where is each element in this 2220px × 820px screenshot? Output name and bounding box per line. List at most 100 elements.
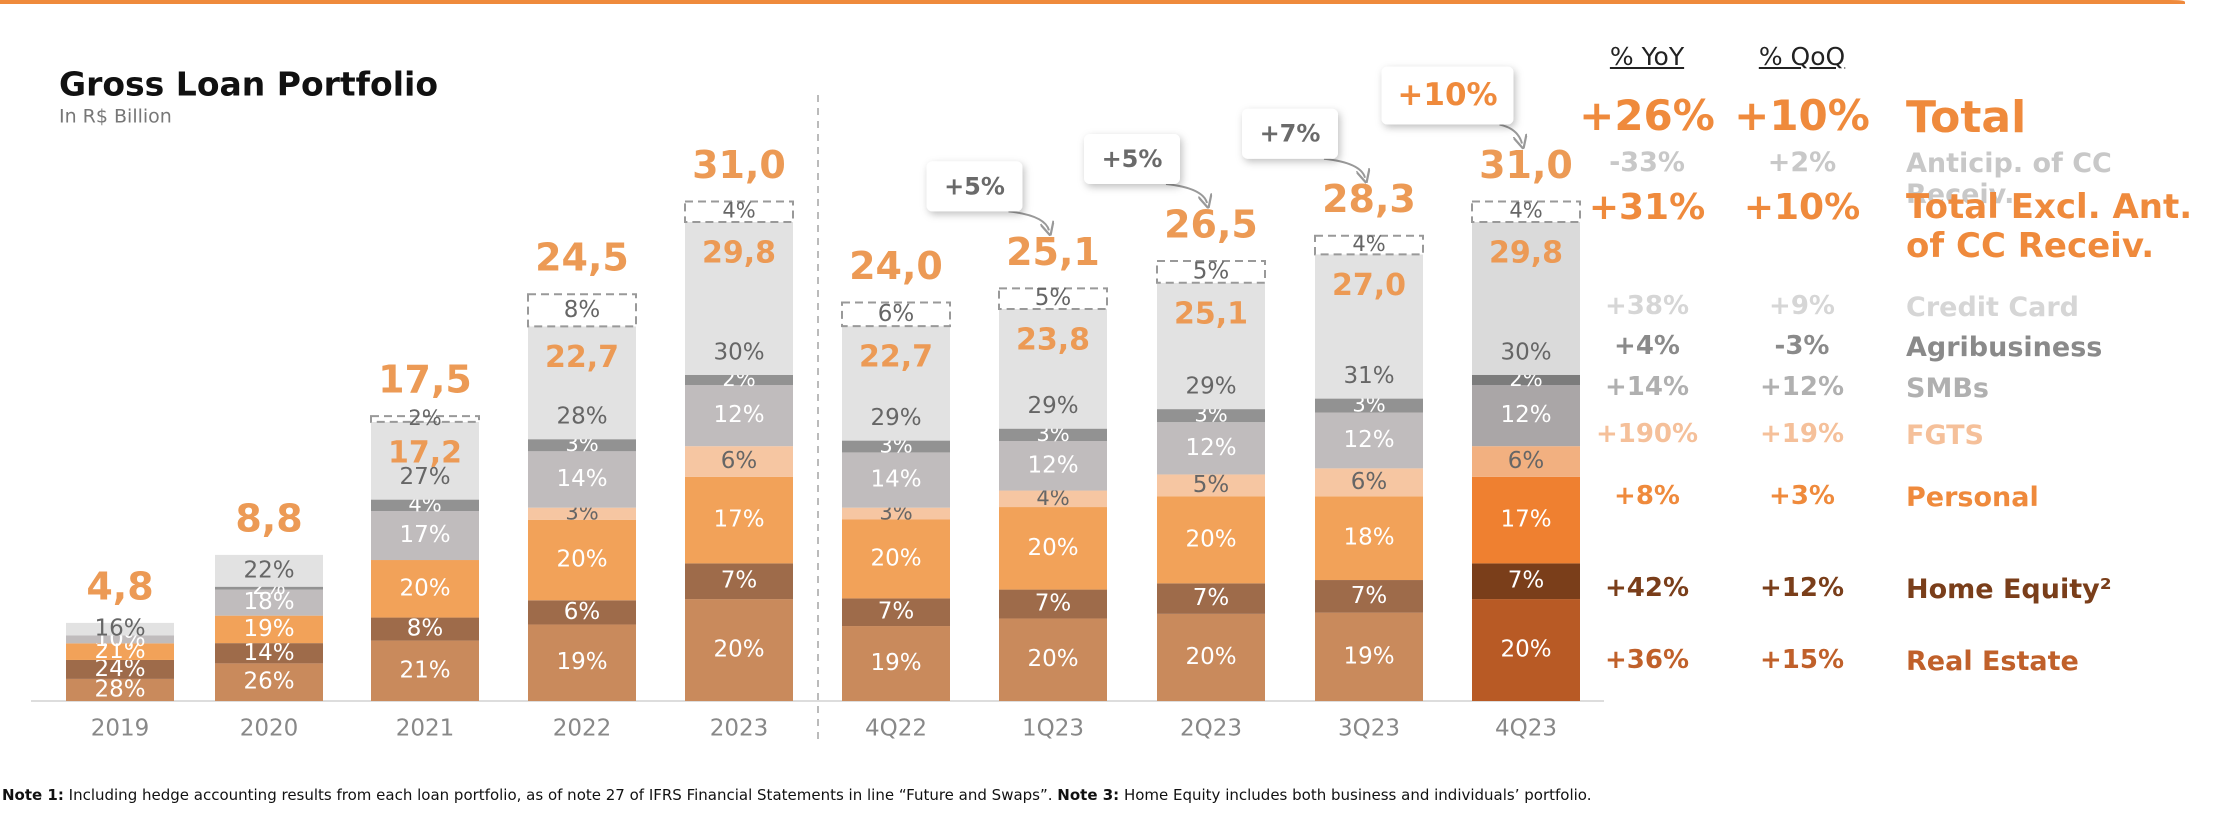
bar-segment [1157, 613, 1265, 701]
segment-label: 17% [399, 522, 450, 548]
segment-label: 7% [1508, 568, 1545, 594]
header-qoq: % QoQ [1758, 42, 1846, 71]
segment-label: 4% [1352, 232, 1385, 256]
segment-label: 19% [243, 616, 294, 642]
bar-segment [371, 499, 479, 512]
bar-segment [842, 452, 950, 508]
excl-total-label: 29,8 [702, 235, 776, 270]
segment-label: 12% [1500, 402, 1551, 428]
segment-label: 7% [721, 568, 758, 594]
segment-label: 29% [1185, 374, 1236, 400]
callout-label: +5% [944, 172, 1005, 200]
bar-segment [215, 615, 323, 644]
bar-segment [1472, 563, 1580, 600]
segment-label: 7% [1193, 585, 1230, 611]
header-yoy: % YoY [1609, 42, 1685, 71]
bar-segment [1472, 374, 1580, 386]
segment-label: 18% [1343, 525, 1394, 551]
bar-segment [1157, 583, 1265, 614]
x-tick-label: 2023 [710, 716, 769, 742]
segment-label: 24% [94, 656, 145, 682]
segment-label: 30% [1500, 339, 1551, 365]
bar-segment [528, 507, 636, 520]
row-name: Credit Card [1906, 292, 2080, 323]
segment-label: 19% [556, 649, 607, 675]
qoq-value: +19% [1759, 419, 1845, 449]
bar-segment [528, 439, 636, 452]
qoq-value: +10% [1743, 187, 1861, 228]
total-label: 24,5 [535, 236, 629, 280]
bar-segment [1157, 422, 1265, 475]
qoq-value: +12% [1759, 573, 1845, 603]
bar-segment [528, 451, 636, 508]
total-label: 24,0 [849, 244, 943, 288]
bar-segment [215, 643, 323, 664]
bar-segment [999, 589, 1107, 619]
bar-segment [842, 326, 950, 441]
callout-box [926, 161, 1023, 212]
bar-segment [1315, 496, 1423, 581]
bar-segment [842, 598, 950, 627]
dashed-segment [1314, 234, 1424, 256]
bar-segment [842, 507, 950, 520]
bar-segment [371, 511, 479, 561]
segment-label: 22% [243, 557, 294, 583]
segment-label: 17% [713, 507, 764, 533]
segment-label: 20% [1185, 526, 1236, 552]
bar-segment [528, 600, 636, 625]
x-tick-label: 2019 [91, 716, 150, 742]
segment-label: 31% [1343, 363, 1394, 389]
segment-label: 12% [1185, 435, 1236, 461]
yoy-value: +36% [1604, 645, 1690, 675]
yoy-value: +26% [1579, 91, 1715, 140]
segment-label: 5% [1193, 258, 1230, 284]
x-tick-label: 4Q22 [865, 716, 927, 742]
excl-total-label: 23,8 [1016, 322, 1090, 357]
chart-title: Gross Loan Portfolio [59, 65, 438, 104]
bar-segment [999, 618, 1107, 701]
yoy-value: +14% [1604, 372, 1690, 402]
bar-segment [1472, 476, 1580, 564]
bar-segment [1315, 412, 1423, 469]
total-label: 4,8 [86, 564, 153, 608]
segment-label: 20% [1027, 646, 1078, 672]
bar-segment [1315, 468, 1423, 497]
total-label: 28,3 [1322, 177, 1416, 221]
bar-segment [66, 678, 174, 701]
segment-label: 8% [407, 616, 444, 642]
segment-label: 12% [1343, 427, 1394, 453]
x-tick-label: 2021 [396, 716, 455, 742]
bar-segment [1157, 474, 1265, 497]
dashed-segment [684, 200, 794, 223]
yoy-value: +38% [1604, 291, 1690, 321]
chart-subtitle: In R$ Billion [59, 106, 172, 128]
qoq-value: -3% [1774, 331, 1830, 361]
bar-segment [685, 563, 793, 600]
row-name: Home Equity² [1906, 574, 2112, 605]
qoq-value: +9% [1769, 291, 1835, 321]
dashed-segment [841, 301, 951, 328]
segment-label: 20% [870, 545, 921, 571]
total-label: 31,0 [692, 143, 786, 187]
segment-label: 29% [1027, 393, 1078, 419]
segment-label: 20% [399, 575, 450, 601]
segment-label: 20% [1185, 644, 1236, 670]
segment-label: 20% [713, 637, 764, 663]
row-name: Personal [1906, 482, 2039, 513]
segment-label: 6% [1351, 469, 1388, 495]
bar-segment [215, 589, 323, 616]
top-rule [0, 0, 2185, 4]
bar-segment [1315, 254, 1423, 399]
note-label: Note 3: [1057, 786, 1120, 804]
bar-segment [1472, 599, 1580, 701]
bar-segment [66, 622, 174, 636]
bar-segment [1157, 496, 1265, 584]
segment-label: 2% [408, 406, 441, 430]
excl-total-label: 17,2 [388, 435, 462, 470]
qoq-value: +2% [1767, 147, 1837, 178]
row-name: Real Estate [1906, 646, 2079, 677]
segment-label: 27% [399, 464, 450, 490]
footnote: Note 1: Including hedge accounting resul… [2, 786, 1592, 804]
segment-label: 8% [564, 297, 601, 323]
bar-segment [1472, 221, 1580, 375]
